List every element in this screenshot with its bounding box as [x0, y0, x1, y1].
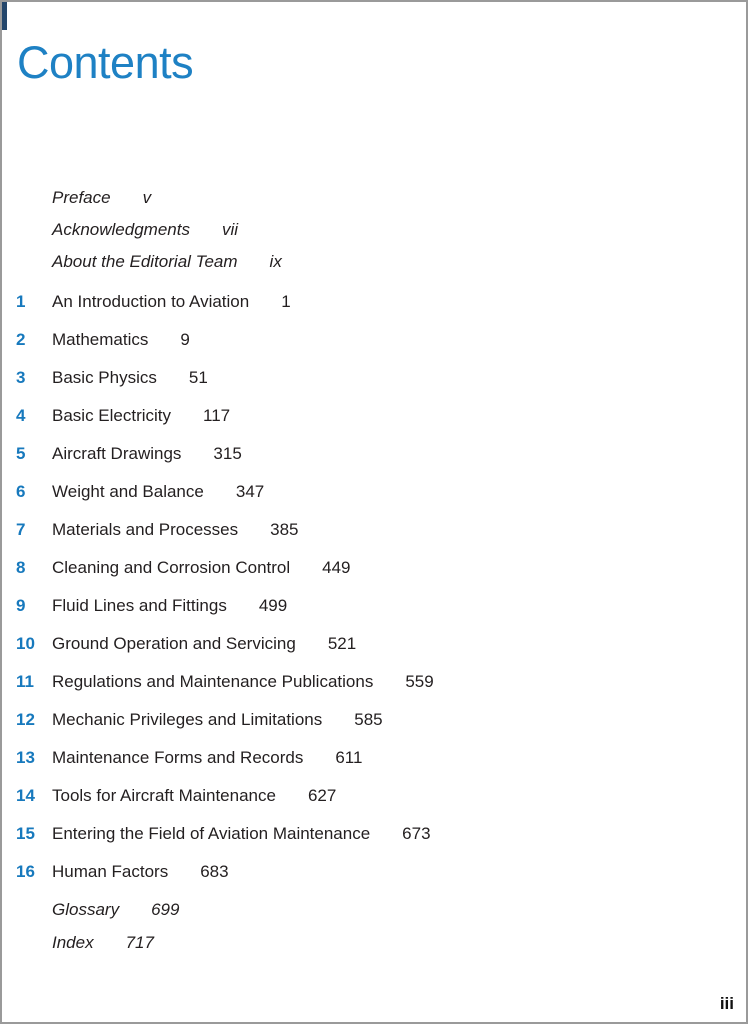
chapter-number: 4	[16, 406, 26, 425]
chapter-number: 7	[16, 520, 26, 539]
chapter-number: 2	[16, 330, 26, 349]
chapter-title: Tools for Aircraft Maintenance	[52, 786, 276, 805]
chapter-title: Maintenance Forms and Records	[52, 748, 304, 767]
chapter-title: Ground Operation and Servicing	[52, 634, 296, 653]
front-matter-section: Preface v Acknowledgments vii About the …	[16, 188, 726, 284]
entry-page: 717	[125, 933, 154, 952]
toc-entry-chapter-12: 12 Mechanic Privileges and Limitations 5…	[16, 710, 726, 748]
corner-bleed-mark	[2, 2, 7, 30]
chapter-page: 449	[322, 558, 351, 577]
entry-label: Glossary	[52, 900, 120, 919]
chapter-title: Aircraft Drawings	[52, 444, 182, 463]
chapter-page: 9	[180, 330, 190, 349]
toc-entry-chapter-11: 11 Regulations and Maintenance Publicati…	[16, 672, 726, 710]
chapter-title: Human Factors	[52, 862, 169, 881]
entry-page: 699	[151, 900, 180, 919]
chapter-page: 315	[213, 444, 242, 463]
toc-entry-chapter-6: 6 Weight and Balance 347	[16, 482, 726, 520]
chapters-section: 1 An Introduction to Aviation 1 2 Mathem…	[16, 292, 726, 900]
chapter-number: 3	[16, 368, 26, 387]
chapter-number: 13	[16, 748, 35, 767]
toc-entry-index: Index 717	[16, 933, 726, 966]
toc-entry-chapter-5: 5 Aircraft Drawings 315	[16, 444, 726, 482]
back-matter-section: Glossary 699 Index 717	[16, 900, 726, 966]
toc-entry-chapter-13: 13 Maintenance Forms and Records 611	[16, 748, 726, 786]
chapter-page: 611	[335, 748, 363, 767]
toc-entry-chapter-10: 10 Ground Operation and Servicing 521	[16, 634, 726, 672]
chapter-title: Basic Electricity	[52, 406, 172, 425]
chapter-number: 16	[16, 862, 35, 881]
chapter-number: 9	[16, 596, 26, 615]
chapter-number: 12	[16, 710, 35, 729]
chapter-page: 51	[188, 368, 208, 387]
entry-page: vii	[221, 220, 239, 239]
chapter-page: 1	[281, 292, 291, 311]
chapter-page: 347	[235, 482, 265, 501]
table-of-contents: Preface v Acknowledgments vii About the …	[16, 188, 726, 966]
chapter-page: 385	[270, 520, 299, 539]
chapter-page: 559	[405, 672, 434, 691]
entry-page: ix	[269, 252, 282, 271]
chapter-number: 11	[16, 672, 34, 691]
chapter-title: Entering the Field of Aviation Maintenan…	[52, 824, 371, 843]
chapter-number: 10	[16, 634, 35, 653]
chapter-page: 499	[258, 596, 288, 615]
chapter-page: 521	[327, 634, 357, 653]
toc-entry-chapter-3: 3 Basic Physics 51	[16, 368, 726, 406]
toc-entry-about-editorial-team: About the Editorial Team ix	[16, 252, 726, 284]
chapter-number: 8	[16, 558, 26, 577]
chapter-number: 15	[16, 824, 35, 843]
chapter-page: 683	[200, 862, 229, 881]
entry-label: About the Editorial Team	[52, 252, 238, 271]
toc-entry-preface: Preface v	[16, 188, 726, 220]
chapter-title: Mathematics	[52, 330, 149, 349]
chapter-title: Materials and Processes	[52, 520, 239, 539]
chapter-number: 5	[16, 444, 26, 463]
chapter-number: 6	[16, 482, 26, 501]
chapter-title: Fluid Lines and Fittings	[52, 596, 227, 615]
entry-label: Index	[52, 933, 94, 952]
toc-entry-chapter-16: 16 Human Factors 683	[16, 862, 726, 900]
toc-entry-chapter-9: 9 Fluid Lines and Fittings 499	[16, 596, 726, 634]
chapter-title: An Introduction to Aviation	[52, 292, 250, 311]
chapter-page: 585	[354, 710, 383, 729]
chapter-number: 1	[16, 292, 26, 311]
chapter-title: Weight and Balance	[52, 482, 204, 501]
chapter-page: 673	[402, 824, 431, 843]
entry-page: v	[142, 188, 152, 207]
page-title: Contents	[17, 37, 194, 89]
chapter-title: Regulations and Maintenance Publications	[52, 672, 374, 691]
chapter-page: 627	[307, 786, 337, 805]
chapter-page: 117	[203, 406, 231, 425]
entry-label: Acknowledgments	[52, 220, 190, 239]
toc-entry-chapter-1: 1 An Introduction to Aviation 1	[16, 292, 726, 330]
chapter-title: Cleaning and Corrosion Control	[52, 558, 291, 577]
chapter-title: Mechanic Privileges and Limitations	[52, 710, 323, 729]
chapter-number: 14	[16, 786, 35, 805]
toc-entry-chapter-14: 14 Tools for Aircraft Maintenance 627	[16, 786, 726, 824]
toc-entry-chapter-7: 7 Materials and Processes 385	[16, 520, 726, 558]
toc-entry-chapter-8: 8 Cleaning and Corrosion Control 449	[16, 558, 726, 596]
toc-entry-chapter-15: 15 Entering the Field of Aviation Mainte…	[16, 824, 726, 862]
toc-entry-chapter-2: 2 Mathematics 9	[16, 330, 726, 368]
chapter-title: Basic Physics	[52, 368, 157, 387]
folio-page-number: iii	[719, 994, 734, 1013]
toc-entry-acknowledgments: Acknowledgments vii	[16, 220, 726, 252]
toc-entry-chapter-4: 4 Basic Electricity 117	[16, 406, 726, 444]
toc-entry-glossary: Glossary 699	[16, 900, 726, 933]
entry-label: Preface	[52, 188, 111, 207]
